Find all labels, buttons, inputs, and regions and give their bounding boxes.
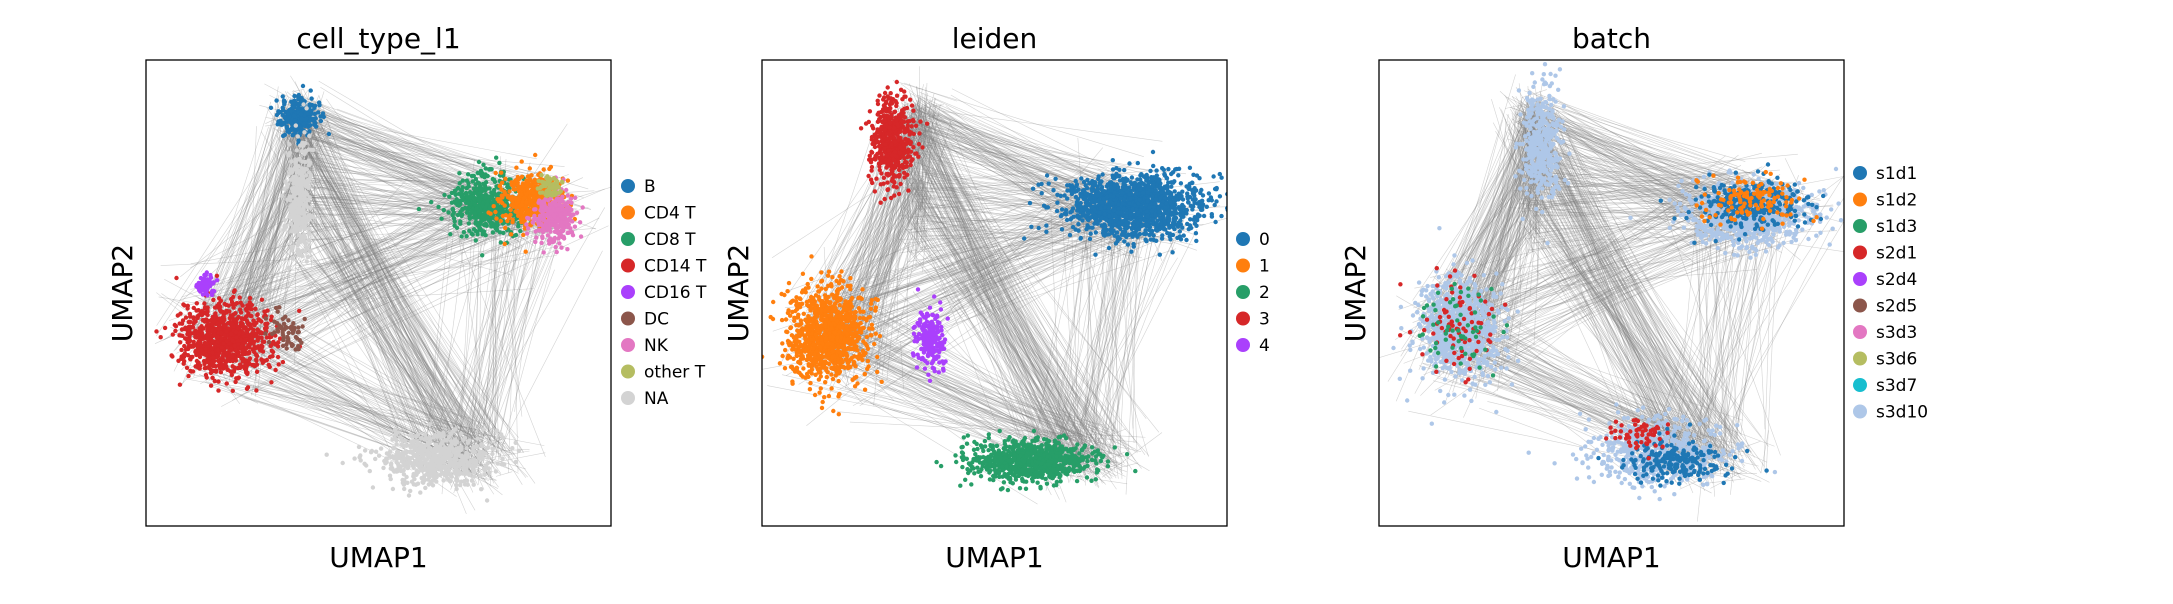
legend-label: s1d2: [1876, 191, 1917, 211]
legend-label: CD8 T: [644, 230, 696, 250]
graph-edges: [155, 76, 614, 514]
legend-marker: [1236, 285, 1250, 299]
legend-label: s1d1: [1876, 164, 1917, 184]
legend-label: s3d7: [1876, 376, 1917, 396]
legend-marker: [621, 312, 635, 326]
panel-title: leiden: [952, 22, 1038, 55]
legend-marker: [621, 365, 635, 379]
legend-marker: [621, 232, 635, 246]
legend-marker: [1853, 352, 1867, 366]
legend-marker: [1853, 193, 1867, 207]
legend-label: 0: [1259, 230, 1270, 250]
plot-area: [154, 76, 614, 514]
x-axis-label: UMAP1: [945, 541, 1044, 574]
legend-label: 3: [1259, 310, 1270, 330]
legend-label: s1d3: [1876, 217, 1917, 237]
legend-marker: [1853, 246, 1867, 260]
legend: s1d1 s1d2 s1d3 s2d1 s2d4 s2d5 s3d3 s3d6 s3d7 s3d1…: [1853, 164, 1928, 423]
legend-label: CD4 T: [644, 204, 696, 224]
legend-marker: [1853, 272, 1867, 286]
y-axis-label: UMAP2: [106, 244, 139, 343]
legend-label: s2d4: [1876, 270, 1917, 290]
legend-marker: [621, 206, 635, 220]
legend-marker: [621, 179, 635, 193]
legend-label: s2d1: [1876, 244, 1917, 264]
legend-marker: [1236, 259, 1250, 273]
legend-marker: [1236, 338, 1250, 352]
panel-cell-type-l1: cell_type_l1 UMAP1 UMAP2 B CD4 T CD8 T CD14 T C…: [106, 22, 707, 574]
legend-label: CD14 T: [644, 257, 707, 277]
legend: 0 1 2 3 4: [1236, 230, 1270, 356]
legend-label: NA: [644, 389, 669, 409]
panel-batch: batchUMAP1UMAP2s1d1s1d2s1d3s2d1s2d4s2d5s…: [1339, 22, 1928, 574]
legend-marker: [621, 259, 635, 273]
legend-label: B: [644, 177, 656, 197]
legend-label: s3d6: [1876, 350, 1917, 370]
legend-label: 2: [1259, 283, 1270, 303]
legend-marker: [1853, 166, 1867, 180]
legend-marker: [621, 338, 635, 352]
legend-marker: [621, 391, 635, 405]
legend-marker: [1853, 219, 1867, 233]
legend-label: 1: [1259, 257, 1270, 277]
legend-label: 4: [1259, 336, 1270, 356]
plot-area: [753, 66, 1261, 504]
legend-label: other T: [644, 363, 706, 383]
legend-marker: [1853, 405, 1867, 419]
panel-leiden: leiden UMAP1 UMAP2 0 1 2 3 4: [722, 22, 1270, 574]
legend-marker: [1853, 299, 1867, 313]
legend-marker: [621, 285, 635, 299]
legend-marker: [1853, 325, 1867, 339]
legend-label: CD16 T: [644, 283, 707, 303]
y-axis-label: UMAP2: [1339, 244, 1372, 343]
legend-marker: [1236, 232, 1250, 246]
x-axis-label: UMAP1: [329, 541, 428, 574]
x-axis-label: UMAP1: [1562, 541, 1661, 574]
legend-marker: [1853, 378, 1867, 392]
legend: B CD4 T CD8 T CD14 T CD16 T DC NK other T NA: [621, 177, 707, 409]
legend-label: s3d3: [1876, 323, 1917, 343]
legend-label: s3d10: [1876, 403, 1928, 423]
plot-area: [1378, 62, 1859, 522]
panel-title: cell_type_l1: [296, 22, 460, 55]
legend-label: NK: [644, 336, 669, 356]
legend-marker: [1236, 312, 1250, 326]
legend-label: s2d5: [1876, 297, 1917, 317]
panel-title: batch: [1572, 22, 1651, 55]
legend-label: DC: [644, 310, 669, 330]
y-axis-label: UMAP2: [722, 244, 755, 343]
